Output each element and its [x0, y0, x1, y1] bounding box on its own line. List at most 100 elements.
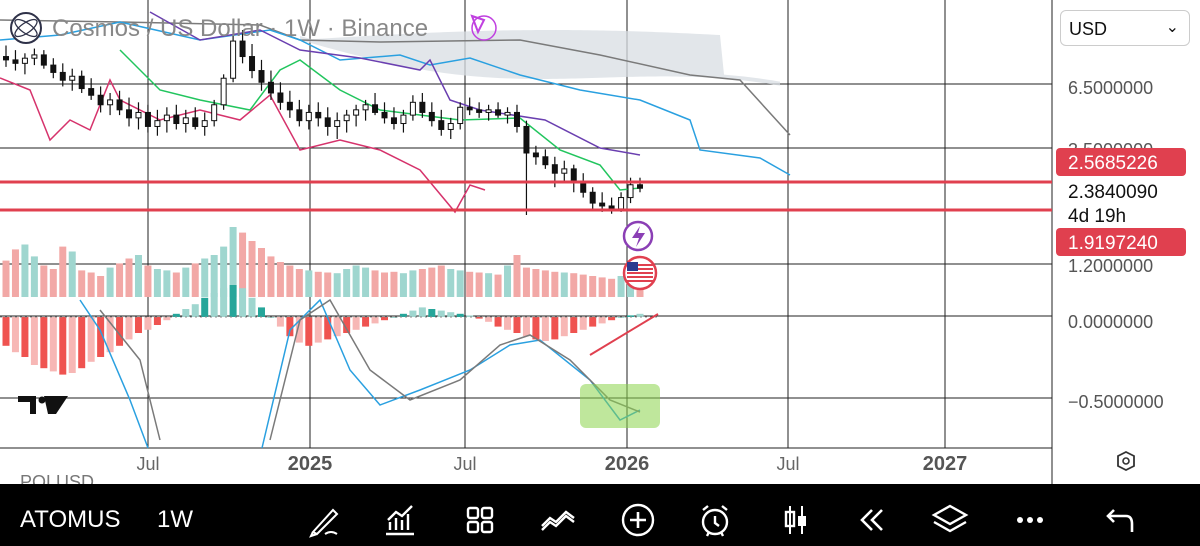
candle-body — [21, 57, 28, 64]
macd-bar — [2, 317, 10, 346]
volume-bar — [106, 267, 114, 297]
timeframe-button[interactable]: 1W — [157, 506, 193, 533]
macd-bar — [21, 317, 29, 357]
candle-body — [249, 56, 256, 72]
chart-type-icon[interactable] — [776, 500, 816, 540]
candle-body — [239, 40, 246, 58]
tradingview-logo — [38, 396, 46, 404]
replay-icon[interactable] — [852, 500, 892, 540]
y-tick-label: 0.0000000 — [1068, 312, 1153, 332]
volume-bar — [2, 260, 10, 297]
candle-body — [126, 109, 133, 119]
x-tick-label: 2026 — [605, 453, 650, 475]
candle-body — [599, 202, 606, 207]
candle-body — [69, 75, 76, 81]
candle-body — [40, 54, 47, 66]
candle-body — [201, 120, 208, 127]
volume-bar — [513, 255, 521, 297]
price-tag-lower: 1.9197240 — [1068, 233, 1158, 254]
candle-body — [532, 152, 539, 158]
volume-bar — [286, 265, 294, 297]
price-chart[interactable]: Cosmos / US Dollar · 1W · Binance 6.50000… — [0, 0, 1200, 484]
volume-bar — [257, 248, 265, 297]
volume-bar — [475, 272, 483, 297]
layers-icon[interactable] — [930, 500, 970, 540]
add-icon[interactable] — [618, 500, 658, 540]
flag-icon — [627, 280, 653, 282]
candle-body — [296, 109, 303, 122]
lightning-icon — [632, 226, 645, 247]
candle-body — [372, 104, 379, 113]
candle-body — [419, 101, 426, 113]
highlight-box — [580, 384, 660, 428]
candle-body — [485, 109, 492, 113]
macd-bar — [324, 317, 332, 340]
volume-bar — [324, 272, 332, 297]
volume-bar — [276, 262, 284, 297]
candle-body — [3, 56, 9, 61]
macd-bar — [504, 317, 512, 330]
x-tick-label: Jul — [453, 454, 476, 474]
layout-icon[interactable] — [460, 500, 500, 540]
candle-body — [182, 117, 189, 125]
macd-bar — [371, 317, 379, 324]
chikou-line — [0, 77, 486, 214]
macd-bar — [210, 293, 218, 317]
x-tick-label: Jul — [136, 454, 159, 474]
macd-bar — [144, 317, 152, 330]
candle-body — [144, 111, 151, 127]
volume-bar — [617, 276, 625, 297]
volume-bar — [485, 273, 493, 297]
macd-bar — [627, 315, 635, 317]
price-tag-lower-bg — [1056, 228, 1186, 256]
currency-selector[interactable]: USD ⌄ — [1060, 10, 1190, 46]
price-tag-upper: 2.5685226 — [1068, 153, 1158, 174]
compare-icon[interactable] — [538, 500, 578, 540]
volume-bar — [87, 272, 95, 297]
macd-bar — [59, 317, 67, 375]
macd-bar — [513, 317, 521, 333]
macd-bar — [182, 309, 190, 317]
candle-body — [447, 123, 454, 130]
macd-bar — [134, 317, 142, 333]
candle-body — [88, 88, 95, 96]
volume-bar — [418, 269, 426, 297]
macd-bar — [30, 317, 38, 365]
volume-bar — [59, 246, 67, 297]
macd-bar — [229, 285, 237, 317]
volume-bar — [239, 232, 247, 297]
ichimoku-cloud — [300, 30, 780, 86]
macd-bar — [598, 317, 606, 324]
volume-bar — [352, 265, 360, 297]
volume-bar — [163, 270, 171, 297]
macd-bar — [494, 317, 502, 327]
candle-body — [580, 181, 587, 193]
candle-body — [286, 101, 293, 111]
volume-bar — [437, 265, 445, 297]
cosmos-logo — [14, 18, 38, 38]
volume-bar — [504, 265, 512, 297]
volume-bar — [598, 277, 606, 297]
volume-bar — [381, 272, 389, 297]
volume-bar — [589, 276, 597, 297]
draw-icon[interactable] — [305, 500, 345, 540]
volume-bar — [182, 267, 190, 297]
macd-bar — [239, 288, 247, 317]
macd-bar — [97, 317, 105, 357]
volume-bar — [371, 270, 379, 297]
volume-bar — [314, 271, 322, 297]
macd-bar — [541, 317, 549, 341]
indicators-icon[interactable] — [380, 500, 420, 540]
undo-icon[interactable] — [1100, 500, 1140, 540]
volume-bar — [68, 251, 76, 297]
alert-icon[interactable] — [695, 500, 735, 540]
symbol-button[interactable]: ATOMUS — [20, 506, 121, 533]
more-icon[interactable] — [1010, 500, 1050, 540]
candle-body — [495, 109, 502, 116]
candle-body — [542, 156, 549, 166]
macd-bar — [362, 317, 370, 327]
candle-body — [523, 125, 530, 154]
volume-bar — [125, 258, 133, 297]
candle-body — [627, 184, 634, 199]
macd-bar — [447, 312, 455, 317]
